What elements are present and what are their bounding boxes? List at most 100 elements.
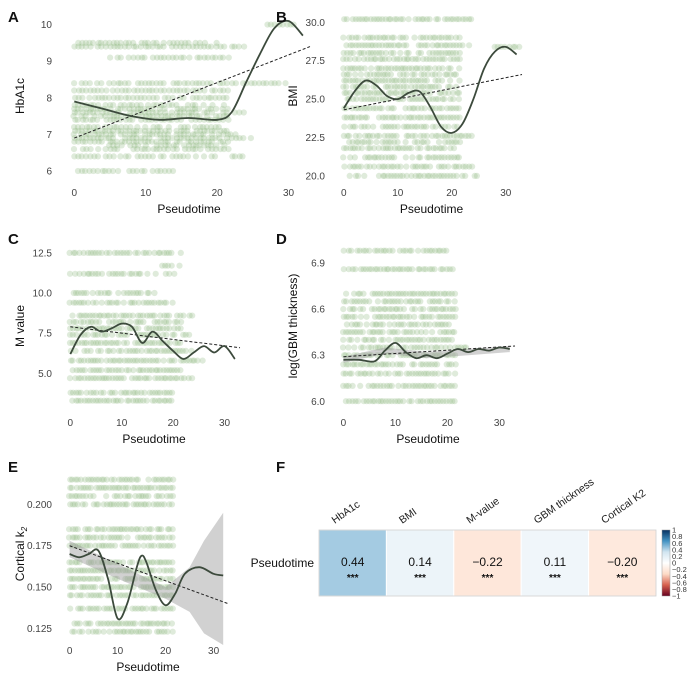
data-point <box>74 116 81 123</box>
data-point <box>402 105 409 112</box>
data-point <box>209 54 216 61</box>
data-point <box>84 331 91 338</box>
data-point <box>162 397 169 404</box>
data-point <box>83 146 90 153</box>
data-point <box>184 105 191 112</box>
data-point <box>118 142 125 149</box>
data-point <box>110 347 117 354</box>
data-point <box>406 321 413 328</box>
data-point <box>442 71 449 78</box>
data-point <box>425 336 432 343</box>
data-point <box>228 135 235 142</box>
data-point <box>429 49 437 57</box>
data-point <box>462 172 469 179</box>
data-point <box>185 375 192 382</box>
data-point <box>366 247 373 254</box>
data-point <box>138 54 146 61</box>
data-point <box>126 476 133 483</box>
data-point <box>440 329 448 336</box>
x-axis-label: Pseudotime <box>157 202 221 216</box>
data-point <box>87 116 94 123</box>
data-point <box>456 56 463 63</box>
data-point <box>75 127 82 134</box>
data-point <box>436 56 443 63</box>
data-point <box>371 382 378 389</box>
data-point <box>394 398 401 405</box>
data-point <box>67 484 74 491</box>
data-point <box>347 49 354 57</box>
data-point <box>161 620 168 627</box>
data-point <box>101 289 108 297</box>
data-point <box>382 370 389 377</box>
data-point <box>149 389 156 396</box>
data-point <box>121 389 128 396</box>
data-point <box>445 139 452 146</box>
data-point <box>95 567 102 574</box>
data-point <box>93 318 100 326</box>
data-point <box>143 584 150 591</box>
data-point <box>441 89 449 96</box>
data-point <box>137 270 144 277</box>
data-point <box>371 361 379 368</box>
data-point <box>69 367 76 374</box>
data-point <box>349 361 356 368</box>
data-point <box>516 43 523 51</box>
data-point <box>193 94 200 101</box>
data-point <box>415 247 422 254</box>
data-point <box>96 542 103 549</box>
data-point <box>419 321 427 328</box>
data-point <box>449 266 456 273</box>
data-point <box>451 329 458 336</box>
colorbar-tick-label: −1 <box>672 592 681 601</box>
data-point <box>446 313 453 320</box>
data-point <box>437 382 444 389</box>
data-point <box>97 534 104 541</box>
data-point <box>98 113 105 120</box>
data-point <box>148 299 155 306</box>
data-point <box>126 312 133 319</box>
data-point <box>359 329 366 336</box>
data-point <box>375 306 382 313</box>
data-point <box>156 476 163 483</box>
data-point <box>152 389 159 396</box>
data-point <box>425 361 432 368</box>
data-point <box>385 77 392 84</box>
data-point <box>360 49 367 57</box>
significance-stars: *** <box>482 573 494 584</box>
y-axis-label: BMI <box>286 85 300 106</box>
data-point <box>365 154 372 161</box>
data-point <box>181 109 188 116</box>
data-point <box>448 154 455 161</box>
data-point <box>402 154 409 161</box>
data-point <box>389 247 396 254</box>
data-point <box>349 266 356 273</box>
data-point <box>78 339 86 346</box>
data-point <box>361 105 368 112</box>
x-tick-label: 20 <box>446 188 458 199</box>
data-point <box>98 484 105 491</box>
data-point <box>134 87 141 94</box>
data-point <box>200 102 207 109</box>
data-point <box>132 339 139 346</box>
data-point <box>208 131 215 138</box>
data-point <box>170 39 177 47</box>
data-point <box>125 43 132 50</box>
data-point <box>376 89 383 96</box>
data-point <box>90 534 97 541</box>
data-point <box>114 249 121 256</box>
data-point <box>397 65 405 72</box>
data-point <box>105 94 113 101</box>
data-point <box>102 131 109 138</box>
data-point <box>123 347 130 354</box>
data-point <box>72 318 80 326</box>
heatmap-value: −0.20 <box>607 555 638 569</box>
data-point <box>109 138 116 145</box>
data-point <box>447 145 454 152</box>
data-point <box>116 501 123 508</box>
x-tick-label: 30 <box>219 418 231 429</box>
data-point <box>161 534 168 541</box>
data-point <box>68 567 75 574</box>
data-point <box>205 146 212 153</box>
data-point <box>107 54 114 61</box>
data-point <box>409 77 416 84</box>
